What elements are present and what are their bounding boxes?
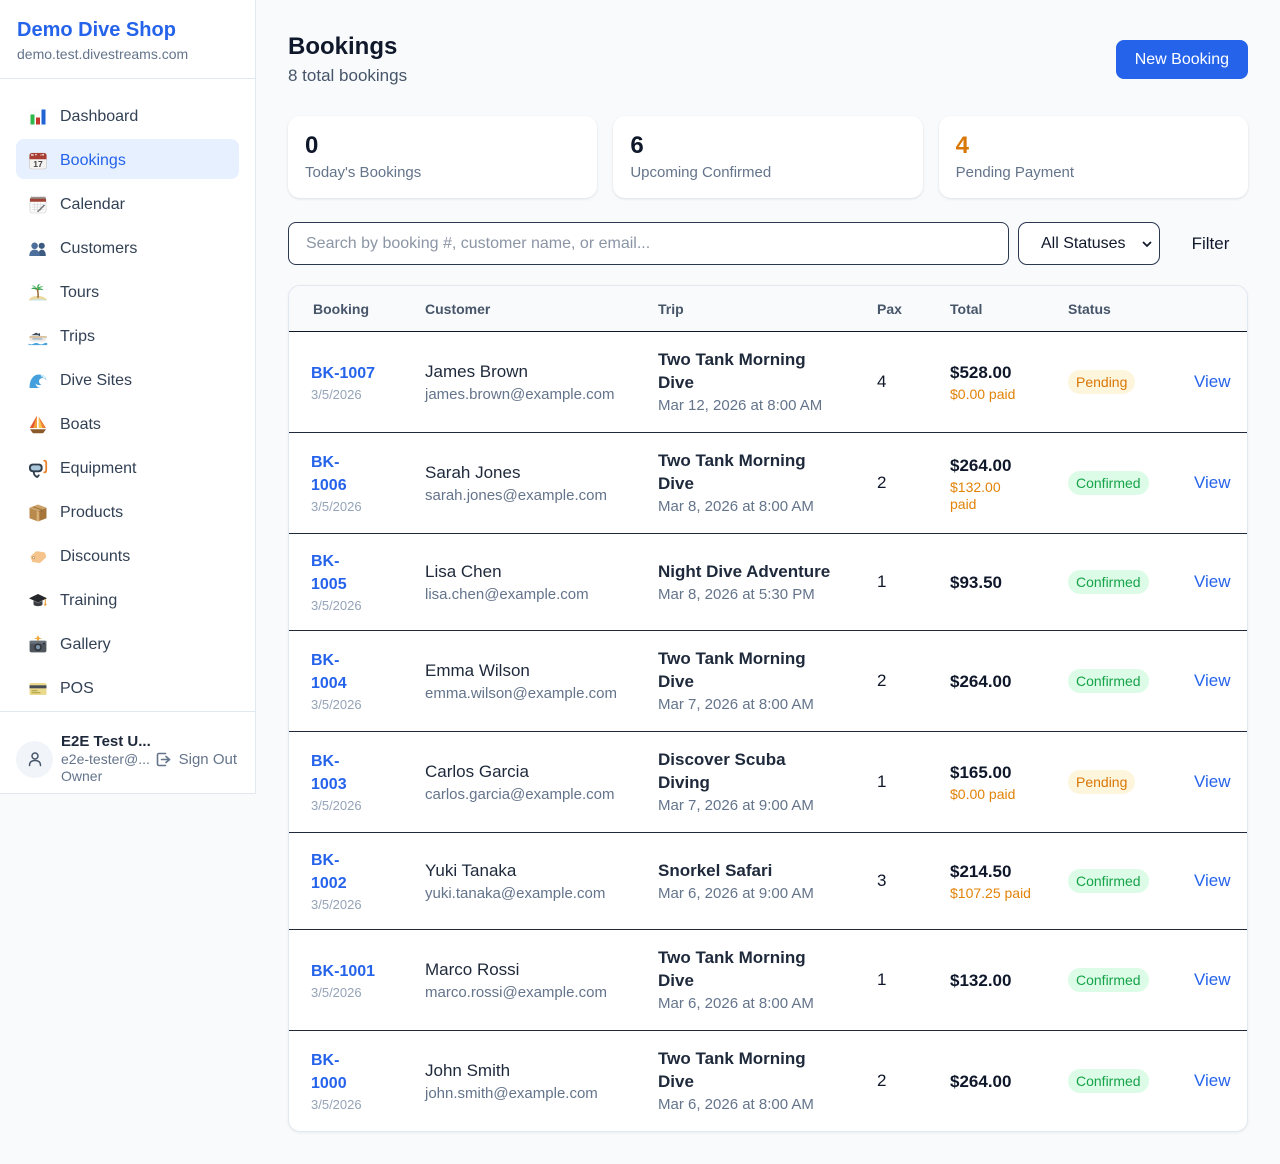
svg-text:17: 17 [33, 159, 43, 169]
